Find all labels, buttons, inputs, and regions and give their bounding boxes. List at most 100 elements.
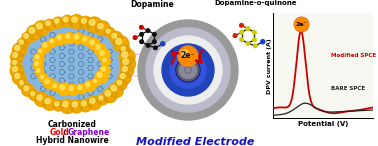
Circle shape: [10, 64, 23, 78]
Circle shape: [89, 20, 95, 25]
Circle shape: [180, 71, 184, 75]
Circle shape: [101, 67, 105, 71]
Circle shape: [44, 19, 55, 31]
Circle shape: [97, 94, 108, 105]
Circle shape: [34, 93, 48, 107]
Circle shape: [120, 64, 133, 78]
Circle shape: [87, 96, 101, 110]
Circle shape: [133, 36, 137, 39]
Circle shape: [60, 99, 74, 113]
Circle shape: [153, 33, 156, 36]
Circle shape: [11, 51, 23, 63]
Circle shape: [192, 65, 196, 69]
Circle shape: [190, 73, 194, 77]
Circle shape: [10, 64, 23, 78]
Circle shape: [12, 43, 26, 57]
Circle shape: [246, 27, 250, 30]
Circle shape: [233, 34, 237, 37]
Circle shape: [15, 45, 20, 51]
Circle shape: [79, 16, 92, 29]
Circle shape: [72, 102, 77, 107]
Circle shape: [22, 84, 34, 96]
Circle shape: [57, 36, 61, 40]
Circle shape: [12, 66, 17, 72]
Circle shape: [97, 72, 102, 77]
Circle shape: [100, 51, 104, 55]
Circle shape: [119, 45, 130, 55]
Circle shape: [122, 66, 127, 72]
Circle shape: [154, 36, 222, 104]
Circle shape: [261, 40, 265, 44]
Circle shape: [64, 33, 75, 44]
Circle shape: [58, 83, 70, 96]
Circle shape: [99, 96, 103, 100]
Circle shape: [153, 40, 156, 44]
Circle shape: [108, 83, 123, 98]
Circle shape: [120, 56, 135, 72]
Circle shape: [78, 86, 82, 89]
Circle shape: [81, 35, 91, 46]
Circle shape: [122, 52, 128, 58]
Circle shape: [95, 21, 110, 35]
Circle shape: [119, 49, 135, 65]
Circle shape: [184, 61, 189, 66]
Circle shape: [120, 74, 125, 78]
Circle shape: [177, 59, 199, 81]
Y-axis label: DPV current (A): DPV current (A): [266, 38, 271, 93]
Circle shape: [182, 73, 186, 77]
Circle shape: [104, 27, 115, 38]
Circle shape: [11, 59, 22, 69]
Circle shape: [20, 81, 23, 85]
Circle shape: [53, 17, 64, 28]
Circle shape: [190, 63, 194, 67]
Circle shape: [87, 17, 102, 32]
Circle shape: [60, 85, 65, 90]
Circle shape: [43, 78, 54, 88]
Circle shape: [113, 36, 129, 52]
Circle shape: [108, 83, 123, 98]
Circle shape: [17, 38, 28, 49]
Circle shape: [37, 48, 46, 57]
Circle shape: [79, 99, 92, 112]
Circle shape: [162, 44, 214, 96]
Circle shape: [11, 51, 23, 63]
Circle shape: [70, 15, 84, 29]
Circle shape: [66, 34, 70, 39]
Text: 2e⁻: 2e⁻: [295, 22, 307, 27]
Circle shape: [240, 24, 243, 27]
Circle shape: [55, 34, 67, 45]
Circle shape: [53, 17, 64, 28]
Circle shape: [69, 86, 73, 90]
Circle shape: [29, 90, 39, 100]
Circle shape: [34, 21, 49, 36]
Circle shape: [170, 52, 206, 88]
Circle shape: [178, 46, 198, 66]
Circle shape: [29, 28, 35, 33]
Circle shape: [50, 40, 53, 43]
Circle shape: [79, 16, 92, 29]
Circle shape: [77, 84, 86, 94]
Circle shape: [81, 101, 86, 106]
Circle shape: [88, 38, 100, 50]
Circle shape: [12, 53, 17, 58]
Circle shape: [192, 71, 196, 75]
Circle shape: [97, 94, 108, 105]
Circle shape: [184, 74, 189, 79]
Text: Graphene: Graphene: [68, 128, 110, 137]
Circle shape: [73, 33, 84, 44]
Circle shape: [19, 40, 23, 44]
Circle shape: [15, 73, 20, 78]
Circle shape: [106, 29, 110, 33]
Circle shape: [43, 96, 57, 110]
Circle shape: [35, 62, 39, 66]
Circle shape: [22, 84, 34, 96]
Circle shape: [116, 38, 122, 44]
Circle shape: [95, 70, 108, 83]
Circle shape: [74, 35, 79, 39]
Circle shape: [187, 61, 192, 66]
Circle shape: [33, 60, 43, 70]
Circle shape: [39, 74, 48, 82]
Circle shape: [138, 20, 238, 120]
Circle shape: [18, 79, 28, 89]
Text: Hybrid Nanowire: Hybrid Nanowire: [36, 136, 108, 145]
